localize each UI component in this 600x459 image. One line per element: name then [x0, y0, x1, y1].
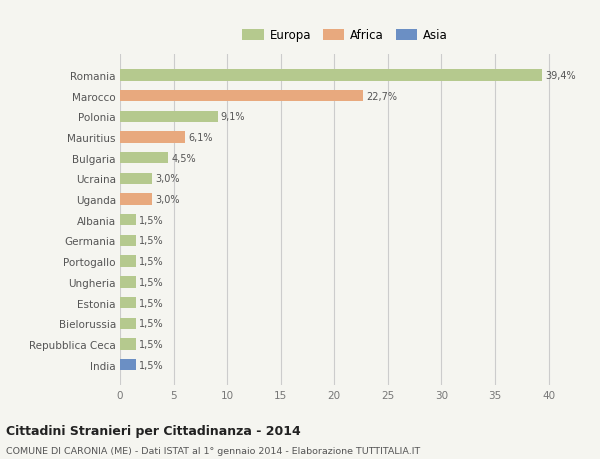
- Bar: [120, 359, 136, 370]
- Bar: [120, 112, 218, 123]
- Text: 1,5%: 1,5%: [139, 257, 164, 267]
- Text: 1,5%: 1,5%: [139, 215, 164, 225]
- Text: 4,5%: 4,5%: [172, 153, 196, 163]
- Text: 1,5%: 1,5%: [139, 339, 164, 349]
- Bar: [120, 132, 185, 143]
- Text: 3,0%: 3,0%: [155, 174, 180, 184]
- Text: 1,5%: 1,5%: [139, 360, 164, 370]
- Bar: [120, 318, 136, 329]
- Bar: [120, 339, 136, 350]
- Text: Cittadini Stranieri per Cittadinanza - 2014: Cittadini Stranieri per Cittadinanza - 2…: [6, 425, 301, 437]
- Bar: [120, 91, 363, 102]
- Bar: [120, 297, 136, 308]
- Text: 1,5%: 1,5%: [139, 277, 164, 287]
- Text: 39,4%: 39,4%: [545, 71, 576, 81]
- Text: 1,5%: 1,5%: [139, 298, 164, 308]
- Bar: [120, 235, 136, 246]
- Bar: [120, 194, 152, 205]
- Bar: [120, 153, 168, 164]
- Text: 3,0%: 3,0%: [155, 195, 180, 205]
- Text: 6,1%: 6,1%: [188, 133, 213, 143]
- Text: 1,5%: 1,5%: [139, 319, 164, 329]
- Text: 22,7%: 22,7%: [367, 91, 397, 101]
- Bar: [120, 256, 136, 267]
- Bar: [120, 277, 136, 288]
- Text: COMUNE DI CARONIA (ME) - Dati ISTAT al 1° gennaio 2014 - Elaborazione TUTTITALIA: COMUNE DI CARONIA (ME) - Dati ISTAT al 1…: [6, 446, 420, 455]
- Text: 9,1%: 9,1%: [221, 112, 245, 122]
- Text: 1,5%: 1,5%: [139, 236, 164, 246]
- Bar: [120, 174, 152, 185]
- Bar: [120, 70, 542, 81]
- Bar: [120, 215, 136, 226]
- Legend: Europa, Africa, Asia: Europa, Africa, Asia: [238, 25, 452, 47]
